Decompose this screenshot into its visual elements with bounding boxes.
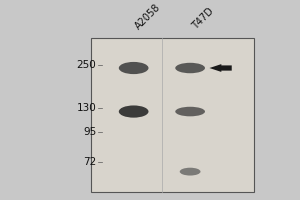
Text: 250: 250 [77, 60, 97, 70]
Ellipse shape [175, 63, 205, 73]
Text: 95: 95 [83, 127, 97, 137]
Text: 72: 72 [83, 157, 97, 167]
Ellipse shape [180, 168, 200, 176]
Ellipse shape [119, 62, 148, 74]
Ellipse shape [119, 105, 148, 118]
Text: 130: 130 [77, 103, 97, 113]
Text: T47D: T47D [190, 6, 215, 31]
FancyArrow shape [209, 64, 232, 72]
Text: A2058: A2058 [134, 2, 163, 31]
FancyBboxPatch shape [91, 38, 254, 192]
Ellipse shape [175, 107, 205, 116]
